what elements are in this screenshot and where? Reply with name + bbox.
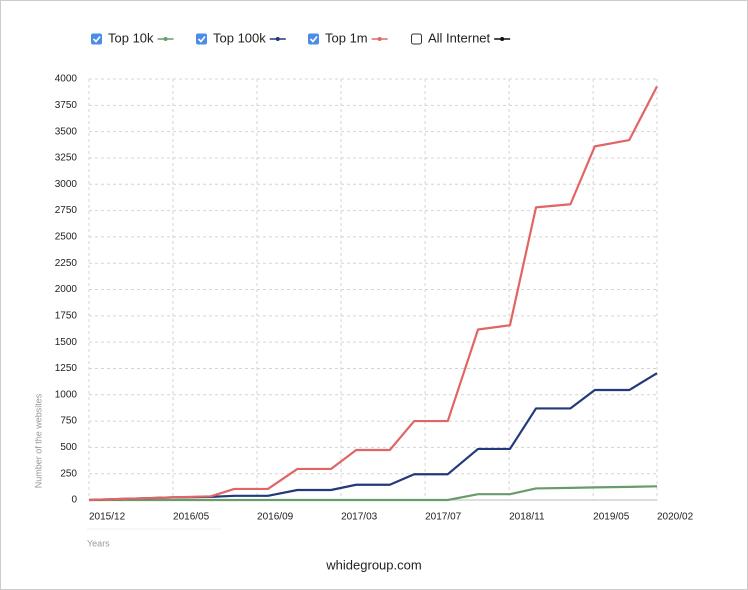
y-tick-label: 2000	[55, 284, 78, 295]
x-tick-label: 2015/12	[89, 512, 126, 523]
legend-check	[92, 36, 101, 43]
y-tick-label: 3750	[55, 100, 78, 111]
legend-checkbox[interactable]	[196, 33, 207, 45]
y-tick-label: 0	[71, 495, 77, 506]
legend-label: All Internet	[428, 30, 491, 45]
y-tick-label: 1750	[55, 310, 78, 321]
x-tick-label: 2020/02	[657, 512, 694, 523]
y-tick-label: 1250	[55, 363, 78, 374]
y-tick-label: 4000	[55, 74, 78, 85]
y-tick-label: 2250	[55, 258, 78, 269]
x-tick-label: 2019/05	[593, 512, 630, 523]
legend-swatch-dot	[275, 37, 280, 41]
y-tick-label: 3500	[55, 126, 78, 137]
series-line	[88, 372, 658, 502]
legend-checkbox[interactable]	[411, 33, 422, 45]
series-line	[88, 85, 658, 502]
x-tick-label: 2018/11	[509, 512, 545, 523]
y-tick-label: 750	[60, 416, 77, 427]
legend-swatch-dot	[377, 37, 382, 41]
x-tick-label: 2016/09	[257, 512, 294, 523]
y-tick-label: 1000	[55, 389, 78, 400]
y-axis-label: Number of the websites	[33, 393, 43, 488]
footer: whidegroup.com	[325, 557, 421, 572]
series-line	[89, 485, 658, 502]
y-tick-label: 1500	[55, 337, 78, 348]
y-tick-label: 500	[60, 442, 77, 453]
legend-checkbox[interactable]	[308, 33, 319, 45]
legend-label: Top 10k	[108, 30, 154, 45]
x-tick-label: 2017/07	[425, 512, 462, 523]
legend-label: Top 100k	[213, 30, 266, 45]
y-tick-label: 2500	[55, 232, 78, 243]
legend-swatch-dot	[500, 37, 505, 41]
y-tick-label: 2750	[55, 205, 78, 216]
y-tick-label: 250	[60, 468, 77, 479]
y-tick-label: 3000	[55, 179, 78, 190]
legend-label: Top 1m	[325, 30, 368, 45]
legend-check	[197, 36, 206, 43]
legend-checkbox[interactable]	[91, 33, 102, 45]
y-tick-label: 3250	[55, 153, 78, 164]
legend-check	[309, 36, 318, 43]
x-tick-label: 2016/05	[173, 512, 210, 523]
x-axis-label: Years	[87, 538, 110, 548]
x-tick-label: 2017/03	[341, 512, 378, 523]
legend-swatch-dot	[163, 37, 168, 41]
